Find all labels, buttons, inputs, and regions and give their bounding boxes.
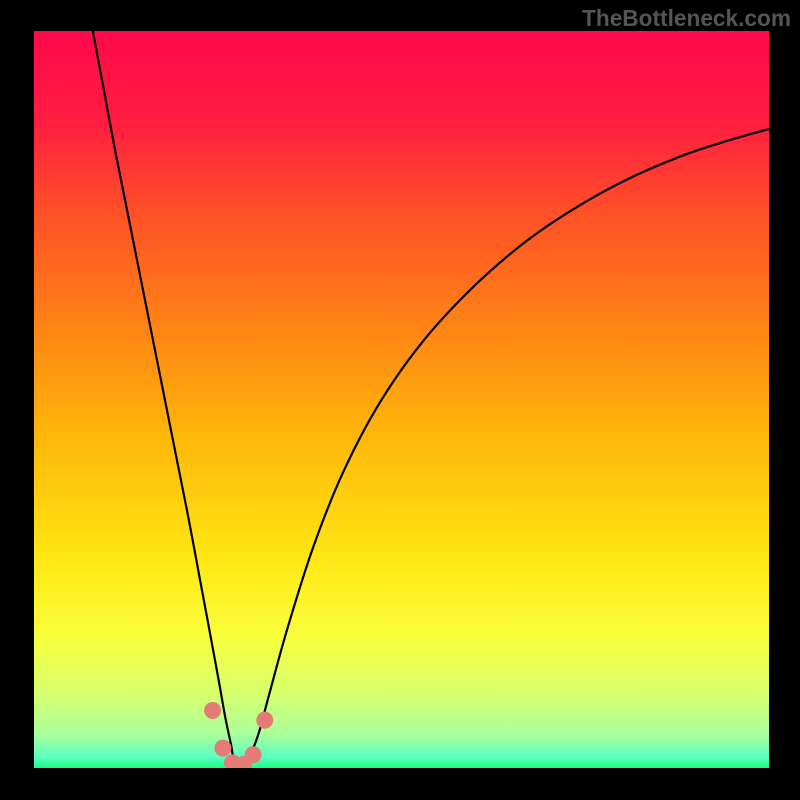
plot-svg — [34, 31, 769, 768]
gradient-background — [34, 31, 769, 768]
plot-area — [34, 31, 769, 768]
watermark-text: TheBottleneck.com — [582, 5, 791, 32]
chart-canvas: TheBottleneck.com — [0, 0, 800, 800]
marker-dot — [214, 740, 231, 757]
marker-dot — [256, 712, 273, 729]
marker-dot — [204, 702, 221, 719]
marker-dot — [245, 746, 262, 763]
